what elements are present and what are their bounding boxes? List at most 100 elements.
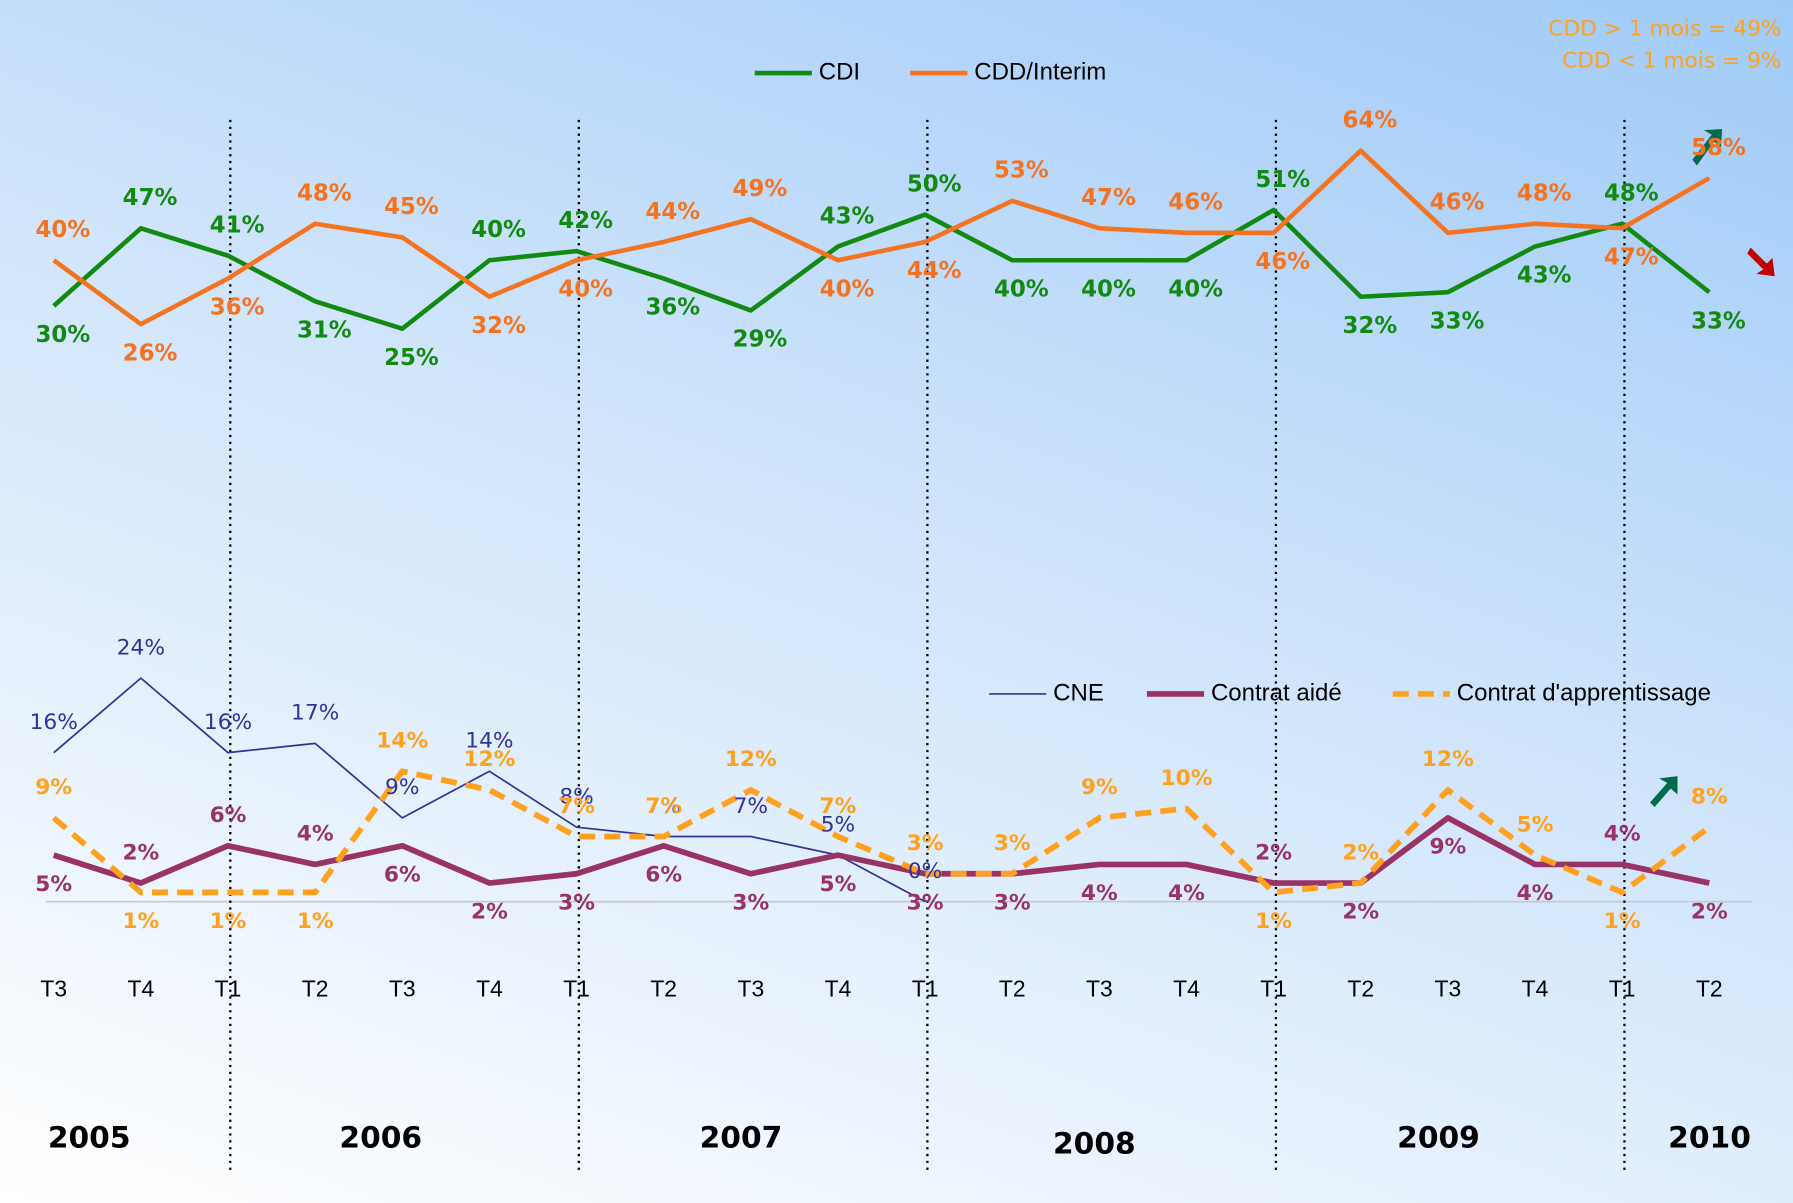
data-label: 7% (734, 794, 768, 819)
x-tick-label: T4 (476, 976, 503, 1002)
series-line (51, 768, 1712, 896)
annotation: CDD < 1 mois = 9% (1562, 49, 1781, 74)
data-label: 44% (907, 258, 962, 284)
x-tick-label: T2 (999, 976, 1026, 1002)
arrow-up (1692, 128, 1723, 166)
x-tick-label: T2 (302, 976, 329, 1002)
data-label: 40% (471, 217, 526, 243)
x-tick-label: T2 (650, 976, 677, 1002)
data-label: 36% (210, 295, 265, 321)
data-label: 48% (297, 181, 352, 207)
data-label: 2% (1691, 900, 1728, 925)
x-tick-label: T1 (912, 976, 939, 1002)
data-label: 33% (1430, 308, 1485, 334)
data-label: 7% (646, 794, 680, 819)
data-label: 40% (558, 276, 613, 302)
data-label: 36% (645, 295, 700, 321)
x-tick-label: T3 (1086, 976, 1113, 1002)
x-tick-label: T1 (1609, 976, 1636, 1002)
data-label: 5% (821, 812, 855, 837)
data-label: 40% (1168, 276, 1223, 302)
year-label: 2006 (339, 1121, 422, 1156)
series-line (53, 677, 926, 903)
data-label: 9% (385, 775, 419, 800)
data-label: 8% (1691, 785, 1728, 810)
data-label: 6% (645, 862, 682, 887)
data-label: 43% (1517, 263, 1572, 289)
x-tick-label: T2 (1696, 976, 1723, 1002)
data-label: 7% (645, 794, 682, 819)
legend-label: Contrat aidé (1211, 679, 1342, 706)
series-line (52, 207, 1711, 331)
data-label: 7% (820, 794, 857, 819)
data-label: 12% (1422, 747, 1474, 772)
data-label: 44% (645, 199, 700, 225)
data-label: 26% (123, 340, 178, 366)
data-label: 41% (210, 213, 265, 239)
data-label: 14% (465, 729, 513, 754)
x-tick-label: T4 (1522, 976, 1549, 1002)
data-label: 3% (994, 831, 1031, 856)
data-label: 7% (558, 794, 595, 819)
data-label: 4% (1517, 881, 1554, 906)
data-label: 0% (908, 859, 942, 884)
data-label: 3% (907, 831, 944, 856)
data-label: 4% (1168, 881, 1205, 906)
year-label: 2007 (700, 1121, 783, 1156)
data-label: 5% (820, 872, 857, 897)
data-label: 2% (122, 840, 159, 865)
data-label: 6% (210, 803, 247, 828)
data-label: 12% (463, 747, 515, 772)
data-label: 4% (1604, 822, 1641, 847)
data-label: 46% (1430, 190, 1485, 216)
data-label: 40% (994, 276, 1049, 302)
year-label: 2005 (48, 1121, 131, 1156)
x-tick-label: T3 (389, 976, 416, 1002)
data-label: 1% (297, 909, 334, 934)
data-label: 3% (558, 890, 595, 915)
legend-label: CDI (819, 58, 860, 85)
legend-label: CDD/Interim (974, 58, 1106, 85)
data-label: 4% (297, 822, 334, 847)
arrow-up (1650, 776, 1678, 807)
data-label: 51% (1255, 167, 1310, 193)
year-label: 2010 (1668, 1121, 1751, 1156)
year-label: 2008 (1053, 1126, 1136, 1161)
data-label: 53% (994, 158, 1049, 184)
x-tick-label: T3 (737, 976, 764, 1002)
legend-label: Contrat d'apprentissage (1457, 679, 1711, 706)
x-tick-label: T3 (1435, 976, 1462, 1002)
x-tick-label: T3 (40, 976, 67, 1002)
data-label: 47% (1081, 185, 1136, 211)
data-label: 64% (1343, 107, 1398, 133)
data-label: 32% (471, 313, 526, 339)
data-label: 47% (123, 185, 178, 211)
year-label: 2009 (1397, 1121, 1480, 1156)
legend-label: CNE (1053, 679, 1104, 706)
data-label: 17% (291, 701, 339, 726)
data-label: 46% (1168, 190, 1223, 216)
data-label: 40% (36, 217, 91, 243)
data-label: 2% (1342, 840, 1379, 865)
x-tick-label: T1 (1260, 976, 1287, 1002)
x-tick-label: T1 (215, 976, 242, 1002)
data-label: 16% (30, 710, 78, 735)
data-label: 3% (732, 890, 769, 915)
x-tick-label: T4 (825, 976, 852, 1002)
data-label: 9% (1429, 835, 1466, 860)
data-label: 32% (1343, 313, 1398, 339)
data-label: 2% (1342, 900, 1379, 925)
data-label: 3% (994, 890, 1031, 915)
data-label: 16% (204, 710, 252, 735)
data-label: 48% (1604, 181, 1659, 207)
data-label: 1% (1255, 909, 1292, 934)
data-label: 10% (1161, 766, 1213, 791)
data-label: 40% (820, 276, 875, 302)
data-label: 29% (733, 327, 788, 353)
x-tick-label: T1 (563, 976, 590, 1002)
data-label: 30% (36, 322, 91, 348)
data-label: 5% (1517, 812, 1554, 837)
series-line (52, 815, 1710, 886)
data-label: 2% (1255, 840, 1292, 865)
